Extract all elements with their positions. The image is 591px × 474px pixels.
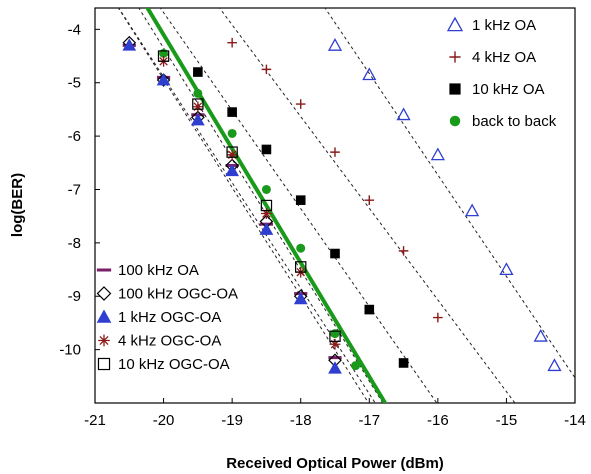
- legend-label-10-khz-ogc-oa: 10 kHz OGC-OA: [118, 356, 230, 373]
- fit-line-4-khz-oa: [218, 8, 516, 403]
- data-point-1-khz-oa: [499, 262, 514, 276]
- data-point-10-khz-oa: [227, 107, 237, 117]
- data-point-back-to-back: [227, 128, 237, 138]
- legend-label-100-khz-oa: 100 kHz OA: [118, 262, 199, 279]
- data-point-back-to-back: [261, 184, 271, 194]
- data-point-10-khz-ogc-oa: [157, 50, 170, 62]
- legend-marker-1-khz-ogc-oa: [96, 309, 112, 323]
- y-tick-label: -4: [68, 21, 81, 38]
- legend-marker-4-khz-oa: [449, 51, 461, 63]
- data-point-4-khz-oa: [330, 147, 340, 157]
- x-axis-title: Received Optical Power (dBm): [226, 455, 444, 472]
- data-point-1-khz-ogc-oa: [156, 73, 171, 86]
- data-point-1-khz-ogc-oa: [122, 38, 137, 51]
- data-point-10-khz-oa: [398, 358, 409, 368]
- legend-label-100-khz-ogc-oa: 100 kHz OGC-OA: [118, 286, 238, 303]
- data-point-1-khz-oa: [465, 203, 480, 217]
- legend-label-back-to-back: back to back: [472, 113, 557, 130]
- legend-marker-100-khz-ogc-oa: [96, 286, 112, 301]
- data-point-4-khz-oa: [433, 312, 443, 323]
- data-point-10-khz-oa: [193, 67, 203, 77]
- data-point-4-khz-oa: [227, 37, 237, 48]
- data-point-4-khz-oa: [261, 64, 272, 75]
- data-point-10-khz-oa: [295, 195, 306, 205]
- series-1-khz-oa: [327, 38, 562, 372]
- y-tick-label: -8: [68, 235, 81, 252]
- fit-line-back-to-back: [145, 8, 388, 403]
- data-point-1-khz-oa: [547, 358, 562, 372]
- data-point-back-to-back: [351, 361, 361, 371]
- data-point-10-khz-ogc-oa: [295, 261, 307, 273]
- y-tick-label: -7: [68, 181, 81, 198]
- x-tick-label: -14: [564, 412, 586, 429]
- data-point-4-khz-oa: [295, 99, 306, 109]
- x-tick-label: -16: [427, 412, 449, 429]
- data-point-4-khz-oa: [398, 246, 409, 256]
- fit-line-100-khz-oa: [118, 8, 376, 403]
- data-point-1-khz-ogc-oa: [225, 163, 239, 177]
- data-point-4-khz-ogc-oa: [192, 101, 204, 113]
- fit-line-1-khz-ogc-oa: [117, 8, 370, 403]
- data-point-10-khz-ogc-oa: [192, 98, 204, 110]
- legend-marker-10-khz-ogc-oa: [97, 357, 111, 371]
- data-point-1-khz-oa: [362, 67, 377, 81]
- legend-label-1-khz-ogc-oa: 1 kHz OGC-OA: [118, 309, 221, 326]
- series-back-to-back: [159, 48, 361, 371]
- y-axis-title: log(BER): [9, 173, 26, 237]
- series-10-khz-ogc-oa: [157, 50, 341, 342]
- legend-label-4-khz-oa: 4 kHz OA: [472, 49, 536, 66]
- data-point-10-khz-ogc-oa: [260, 199, 273, 212]
- y-tick-label: -5: [68, 75, 81, 92]
- data-point-1-khz-ogc-oa: [328, 361, 342, 374]
- data-point-back-to-back: [193, 88, 203, 98]
- data-point-1-khz-oa: [533, 328, 548, 342]
- legend: 1 kHz OA 4 kHz OA 10 kHz OA back to back 100…: [96, 16, 557, 373]
- data-point-1-khz-oa: [396, 107, 411, 121]
- y-tick-label: -6: [68, 128, 81, 145]
- data-point-1-khz-ogc-oa: [293, 291, 308, 305]
- fit-line-10-khz-oa: [159, 8, 438, 403]
- data-point-4-khz-ogc-oa: [261, 208, 272, 219]
- fit-lines: [117, 8, 575, 403]
- series-4-khz-oa: [227, 37, 443, 323]
- x-tick-label: -15: [496, 412, 518, 429]
- data-point-100-khz-ogc-oa: [156, 73, 171, 87]
- data-point-1-khz-ogc-oa: [191, 113, 205, 126]
- fit-line-1-khz-oa: [324, 8, 575, 379]
- legend-marker-1-khz-oa: [446, 16, 464, 32]
- legend-marker-4-khz-ogc-oa: [98, 334, 110, 347]
- legend-label-1-khz-oa: 1 kHz OA: [472, 17, 536, 34]
- data-point-1-khz-oa: [327, 38, 343, 51]
- x-tick-label: -20: [153, 412, 175, 429]
- data-point-10-khz-oa: [261, 144, 272, 155]
- data-point-10-khz-ogc-oa: [226, 146, 238, 158]
- series-10-khz-oa: [193, 67, 409, 368]
- data-point-4-khz-oa: [364, 195, 375, 205]
- data-point-10-khz-oa: [364, 304, 375, 315]
- legend-label-4-khz-ogc-oa: 4 kHz OGC-OA: [118, 333, 221, 350]
- data-point-1-khz-oa: [430, 147, 445, 161]
- legend-label-10-khz-oa: 10 kHz OA: [472, 81, 545, 98]
- data-point-back-to-back: [296, 243, 306, 253]
- series-1-khz-ogc-oa: [122, 38, 342, 374]
- data-points: [122, 35, 562, 374]
- x-tick-label: -19: [221, 412, 243, 429]
- data-point-1-khz-ogc-oa: [259, 222, 274, 235]
- y-tick-label: -9: [68, 288, 81, 305]
- y-tick-label: -10: [59, 342, 81, 359]
- x-tick-label: -18: [290, 412, 312, 429]
- data-point-4-khz-ogc-oa: [226, 149, 238, 161]
- x-tick-label: -17: [358, 412, 380, 429]
- data-point-4-khz-ogc-oa: [329, 338, 341, 350]
- x-tick-label: -21: [84, 412, 106, 429]
- data-point-10-khz-oa: [330, 248, 340, 259]
- data-point-10-khz-ogc-oa: [329, 330, 341, 342]
- legend-marker-10-khz-oa: [449, 83, 461, 95]
- axis-ticks: -21 -20 -19 -18 -17 -16 -15 -14 -4 -5 -6 -7 -8 -9 -10: [59, 21, 586, 429]
- legend-marker-back-to-back: [449, 115, 461, 127]
- data-point-back-to-back: [330, 329, 340, 339]
